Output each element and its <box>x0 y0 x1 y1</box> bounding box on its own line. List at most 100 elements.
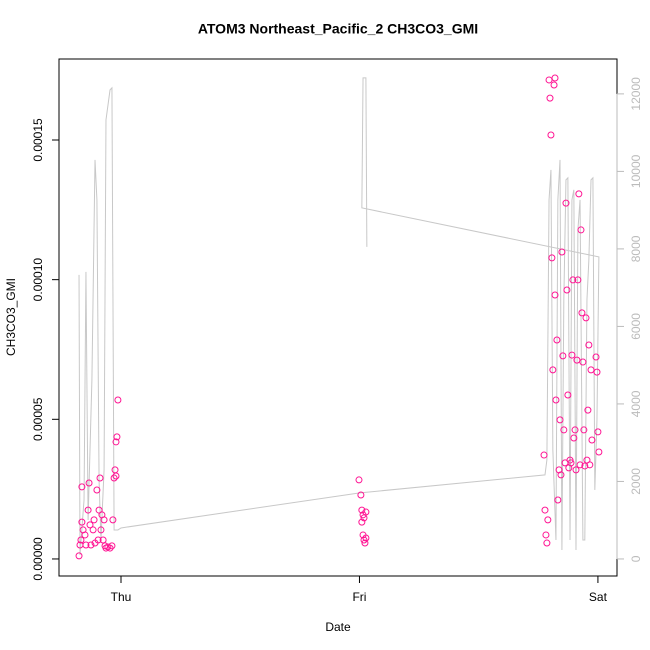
point <box>562 199 570 207</box>
point <box>361 539 369 547</box>
y-axis-label: CH3CO3_GMI <box>4 278 18 356</box>
point <box>78 483 86 491</box>
point <box>551 291 559 299</box>
point <box>563 286 571 294</box>
point <box>573 356 581 364</box>
point <box>569 276 577 284</box>
point <box>108 542 116 550</box>
point <box>100 516 108 524</box>
point <box>544 516 552 524</box>
point <box>358 506 366 514</box>
point <box>580 426 588 434</box>
point <box>588 436 596 444</box>
point <box>357 491 365 499</box>
point <box>592 353 600 361</box>
point <box>106 544 114 552</box>
point <box>93 486 101 494</box>
point <box>552 396 560 404</box>
x-axis-label: Date <box>325 620 351 634</box>
point <box>541 506 549 514</box>
point <box>546 94 554 102</box>
point <box>362 508 370 516</box>
point <box>576 461 584 469</box>
point <box>360 536 368 544</box>
point <box>96 474 104 482</box>
point <box>558 248 566 256</box>
point <box>575 190 583 198</box>
point <box>578 309 586 317</box>
point <box>114 396 122 404</box>
point <box>112 472 120 480</box>
y-tick-label: 0.00000 <box>31 537 45 581</box>
point <box>556 416 564 424</box>
point <box>584 406 592 414</box>
point <box>542 531 550 539</box>
point <box>77 536 85 544</box>
point <box>90 516 98 524</box>
y2-tick-label: 0 <box>629 555 643 562</box>
altitude-line <box>78 77 600 555</box>
y2-tick-label: 4000 <box>629 390 643 417</box>
point <box>543 539 551 547</box>
y2-tick-label: 8000 <box>629 235 643 262</box>
point <box>550 81 558 89</box>
y2-tick-label: 6000 <box>629 313 643 340</box>
point <box>78 518 86 526</box>
point <box>547 131 555 139</box>
point <box>89 526 97 534</box>
point <box>97 526 105 534</box>
point <box>570 434 578 442</box>
point <box>560 426 568 434</box>
point <box>355 476 363 484</box>
point <box>85 479 93 487</box>
point <box>594 428 602 436</box>
y2-tick-label: 2000 <box>629 468 643 495</box>
point <box>559 352 567 360</box>
point <box>358 518 366 526</box>
point <box>587 366 595 374</box>
point <box>112 438 120 446</box>
point <box>84 506 92 514</box>
point <box>540 451 548 459</box>
point <box>557 471 565 479</box>
point <box>87 541 95 549</box>
point <box>553 336 561 344</box>
point <box>568 351 576 359</box>
point <box>572 466 580 474</box>
y2-tick-label: 12000 <box>629 77 643 111</box>
point <box>581 462 589 470</box>
y2-tick-label: 10000 <box>629 154 643 188</box>
point <box>548 254 556 262</box>
point <box>564 391 572 399</box>
point <box>110 474 118 482</box>
point <box>574 276 582 284</box>
point <box>551 74 559 82</box>
point <box>571 426 579 434</box>
point <box>94 536 102 544</box>
point <box>582 314 590 322</box>
point <box>554 496 562 504</box>
point <box>595 448 603 456</box>
point <box>579 358 587 366</box>
point <box>75 552 83 560</box>
point <box>577 226 585 234</box>
point <box>593 368 601 376</box>
point <box>585 341 593 349</box>
point <box>109 516 117 524</box>
point <box>362 534 370 542</box>
y-tick-label: 0.00010 <box>31 258 45 302</box>
point <box>567 459 575 467</box>
point <box>586 461 594 469</box>
point <box>81 531 89 539</box>
y-tick-label: 0.00005 <box>31 397 45 441</box>
point <box>549 366 557 374</box>
x-tick-label: Thu <box>111 590 132 604</box>
point <box>545 76 553 84</box>
chart-title: ATOM3 Northeast_Pacific_2 CH3CO3_GMI <box>198 21 478 37</box>
x-tick-label: Sat <box>589 590 608 604</box>
x-tick-label: Fri <box>352 590 366 604</box>
point <box>113 433 121 441</box>
point <box>82 541 90 549</box>
